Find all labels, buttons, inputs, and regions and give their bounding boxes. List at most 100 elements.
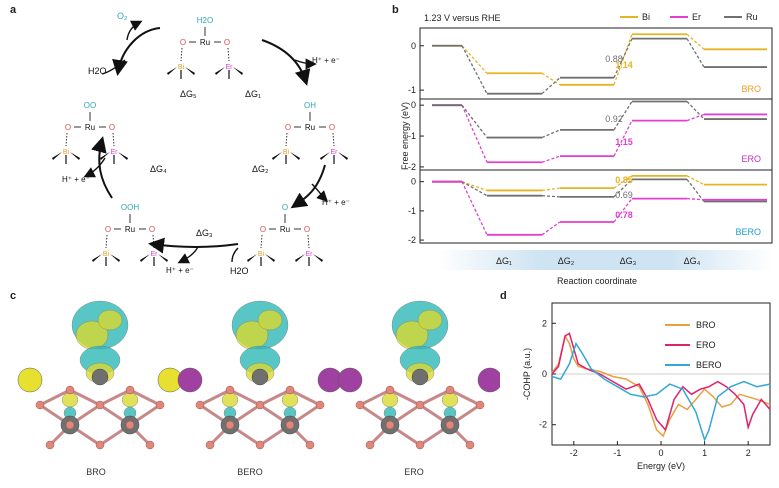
structure-bro-bond-3 <box>129 388 161 407</box>
branch-h-out-1 <box>294 58 317 70</box>
d-ytick-label--2: -2 <box>539 420 547 430</box>
site-top-bond-er <box>227 47 230 62</box>
structure-ero-atom-o-5 <box>385 420 395 430</box>
d-xtick-label-2: 2 <box>746 448 751 458</box>
b-BRO-Bi-conn-3 <box>686 33 705 50</box>
site-top-wedge-b1 <box>233 67 243 75</box>
structure-bro-atom-o-8 <box>95 440 105 450</box>
structure-bero-lobe-6 <box>281 392 299 408</box>
site-bottom-right-bi: Bi <box>258 251 265 258</box>
b-BERO-name: BERO <box>735 227 761 237</box>
structure-bro-atom-ru-top <box>91 368 109 386</box>
structure-ero-bond-3 <box>449 388 481 407</box>
xtick-1: ΔG₁ <box>496 256 512 266</box>
site-bottom-right-wedge-b1 <box>313 254 323 262</box>
site-right-wedge-b0 <box>290 152 300 160</box>
branch-h-out-4 <box>83 157 106 178</box>
b-BRO-annotation-0: 0.88 <box>605 54 623 64</box>
panel-c-structures <box>17 300 500 450</box>
site-left-o-right: O <box>109 123 115 132</box>
structure-bero-atom-o-2 <box>255 400 265 410</box>
structure-bro-atom-o-2 <box>95 400 105 410</box>
panel-b-ylabel: Free energy (eV) <box>400 102 410 170</box>
b-BERO-Bi-conn-0 <box>461 181 488 192</box>
structure-bero-lobe-5 <box>221 392 239 408</box>
site-left-bond-bi <box>65 132 68 147</box>
structure-ero-bond-1 <box>389 388 421 407</box>
b-BRO-Ru-conn-1 <box>541 77 561 95</box>
structure-ero-atom-left <box>337 367 363 393</box>
structure-bro-atom-o-0 <box>35 400 45 410</box>
site-right-wedge-a0 <box>272 152 282 160</box>
dg3-label: ΔG₃ <box>196 228 213 238</box>
structure-ero-atom-o-3 <box>445 385 455 395</box>
site-left-ru: Ru <box>85 123 95 132</box>
h2o-in-label-2: H2O <box>230 266 249 276</box>
b-ERO-Er-conn-0 <box>461 104 488 163</box>
site-left-wedge-b1 <box>118 152 128 160</box>
b-ERO-Er-conn-1 <box>541 155 561 163</box>
caption-ero: ERO <box>404 467 424 477</box>
site-right-wedge-b1 <box>338 152 348 160</box>
b-BRO-Ru-conn-2 <box>613 38 633 78</box>
arrow-step5 <box>112 27 161 76</box>
d-legend-label-bero: BERO <box>696 360 722 370</box>
structure-ero-lobe-2 <box>417 309 443 331</box>
b-ERO-annotation-0: 0.92 <box>605 114 623 124</box>
b-BERO-Ru-conn-2 <box>613 178 633 198</box>
panel-label-c: c <box>10 290 17 302</box>
structure-bero-lobe-2 <box>257 309 283 331</box>
site-bottom-left-bi: Bi <box>103 251 110 258</box>
b-BERO-annotation-1: 0.69 <box>615 190 633 200</box>
caption-bero: BERO <box>237 467 263 477</box>
structure-bero-bond-3 <box>289 388 321 407</box>
site-bottom-left-ru: Ru <box>125 225 135 234</box>
b-BRO-Bi-conn-0 <box>461 45 488 74</box>
b-BRO-Bi-conn-1 <box>541 72 561 86</box>
structure-ero-atom-o-7 <box>365 440 375 450</box>
site-right-ru: Ru <box>305 123 315 132</box>
site-top-wedge-a0 <box>167 67 177 75</box>
b-BERO-Er-conn-1 <box>541 221 561 236</box>
site-bottom-right-wedge-a0 <box>247 254 257 262</box>
structure-bro-bond-0 <box>39 388 71 407</box>
site-bottom-left-bond-er <box>152 234 155 249</box>
d-xtick-label--1: -1 <box>613 448 621 458</box>
site-bottom-left-wedge-b1 <box>158 254 168 262</box>
site-bottom-right-ru: Ru <box>280 225 290 234</box>
site-bottom-right-o-left: O <box>260 225 266 234</box>
site-bottom-left-o-right: O <box>149 225 155 234</box>
structure-bro-atom-left <box>17 367 43 393</box>
site-left-wedge-b0 <box>70 152 80 160</box>
site-left-wedge-a0 <box>52 152 62 160</box>
site-right-wedge-a1 <box>320 152 330 160</box>
b-BERO-ytick-label-0: 0 <box>411 177 416 187</box>
structure-bero-atom-o-0 <box>195 400 205 410</box>
site-left-wedge-a1 <box>100 152 110 160</box>
structure-bero-atom-o-1 <box>225 385 235 395</box>
structure-ero-atom-right <box>477 367 500 393</box>
site-bottom-left-bond-bi <box>105 234 108 249</box>
structure-ero-atom-o-2 <box>415 400 425 410</box>
b-BERO-ytick-label--1: -1 <box>408 206 416 216</box>
hplus-label-1: H⁺ + e⁻ <box>312 56 340 65</box>
structure-ero-atom-o-4 <box>475 400 485 410</box>
panel-b-free-energy: 1.23 V versus RHE Bi Er Ru 0 -1 0.881.14 BRO 0… <box>400 12 773 286</box>
site-left-er: Er <box>111 149 119 156</box>
site-right-adsorbate: OH <box>304 101 316 110</box>
structure-bro-atom-o-6 <box>125 420 135 430</box>
caption-bro: BRO <box>86 467 106 477</box>
site-top-er: Er <box>226 64 234 71</box>
site-right-o-left: O <box>285 123 291 132</box>
structure-bero-atom-o-8 <box>255 440 265 450</box>
site-bottom-right-wedge-a1 <box>295 254 305 262</box>
d-xlabel: Energy (eV) <box>637 461 685 471</box>
structure-bero-atom-o-4 <box>315 400 325 410</box>
structure-bero-atom-o-7 <box>205 440 215 450</box>
structure-bro-atom-o-3 <box>125 385 135 395</box>
xtick-2: ΔG₂ <box>558 256 575 266</box>
branch-h-out-3 <box>177 246 199 264</box>
structure-ero-atom-o-0 <box>355 400 365 410</box>
structure-bro <box>17 300 183 450</box>
